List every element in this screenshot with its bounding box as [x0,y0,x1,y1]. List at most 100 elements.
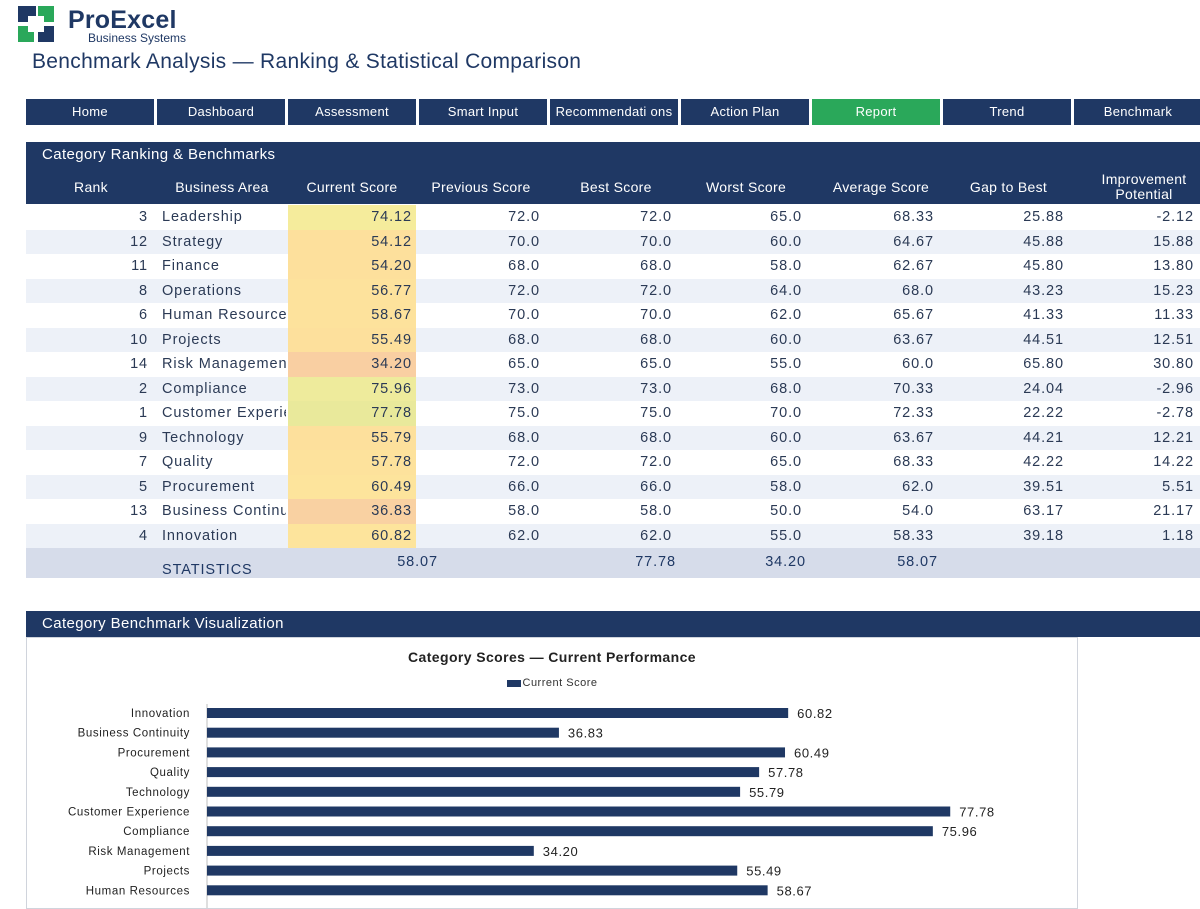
nav-tab-report[interactable]: Report [812,99,940,125]
category-label: Quality [150,767,190,779]
cell-area: Procurement [162,478,255,495]
bar-value-label: 34.20 [543,844,579,859]
visualization-panel-header: Category Benchmark Visualization [26,611,1200,637]
cell-average: 62.0 [902,478,934,495]
cell-current: 55.79 [288,425,416,450]
cell-rank: 2 [139,380,148,397]
category-label: Procurement [118,747,191,759]
cell-average: 60.0 [902,356,934,372]
table-row: 11 Finance 54.20 68.0 68.0 58.0 62.67 45.80 13.8… [26,254,1200,279]
table-row: 4 Innovation 60.82 62.0 62.0 55.0 58.33 39.18 1.… [26,523,1200,548]
table-row: 2 Compliance 75.96 73.0 73.0 68.0 70.33 24.04 -2… [26,376,1200,401]
page-title: Benchmark Analysis — Ranking & Statistic… [32,50,582,73]
column-header-business-area: Business Area [175,178,269,195]
cell-area: Projects [162,331,222,348]
nav-tab-trend[interactable]: Trend [943,99,1071,125]
statistics-average: 58.07 [897,554,938,570]
bar-value-label: 36.83 [568,726,604,741]
bar-projects [207,865,738,876]
cell-improvement: 13.80 [1153,258,1194,274]
cell-worst: 65.0 [770,454,802,470]
column-header-rank: Rank [74,178,108,195]
nav-tab-assessment[interactable]: Assessment [288,99,416,125]
cell-current: 36.83 [288,499,416,524]
category-label: Technology [126,787,190,799]
bar-quality [207,767,760,778]
cell-gap: 45.80 [1023,258,1064,274]
nav-tab-benchmark[interactable]: Benchmark [1074,99,1200,125]
cell-area: Customer Experience [162,405,286,421]
cell-best: 62.0 [640,527,672,544]
bar-chart-svg: Innovation 60.82 Business Continuity 36.83 P… [68,704,994,908]
brand-subtitle: Business Systems [88,31,187,45]
cell-best: 72.0 [640,209,672,225]
column-header-gap-to-best: Gap to Best [969,178,1048,195]
chart-legend: Current Score [27,677,1077,689]
cell-gap: 39.18 [1023,527,1064,544]
cell-previous: 66.0 [508,478,540,495]
cell-average: 58.33 [893,527,934,544]
cell-area: Leadership [162,209,243,225]
cell-current: 75.96 [288,376,416,401]
cell-average: 63.67 [893,331,934,348]
category-label: Projects [144,866,190,878]
cell-worst: 55.0 [770,527,802,544]
visualization-panel-title: Category Benchmark Visualization [42,615,284,632]
cell-worst: 58.0 [770,478,802,495]
cell-current: 60.82 [288,523,416,548]
ranking-table-body: 3 Leadership 74.12 72.0 72.0 65.0 68.33 25.88 -2… [26,205,1200,548]
category-label: Human Resources [86,885,190,897]
cell-gap: 42.22 [1023,454,1064,470]
nav-tab-recommendati-ons[interactable]: Recommendati ons [550,99,678,125]
cell-worst: 65.0 [770,209,802,225]
cell-improvement: -2.96 [1156,380,1194,397]
cell-previous: 68.0 [508,429,540,446]
bar-procurement [207,747,786,758]
cell-previous: 58.0 [508,503,540,519]
cell-best: 66.0 [640,478,672,495]
table-row: 10 Projects 55.49 68.0 68.0 60.0 63.67 44.51 12.… [26,327,1200,352]
cell-previous: 72.0 [508,209,540,225]
cell-previous: 62.0 [508,527,540,544]
cell-average: 68.33 [893,209,934,225]
table-row: 3 Leadership 74.12 72.0 72.0 65.0 68.33 25.88 -2… [26,205,1200,230]
table-row: 8 Operations 56.77 72.0 72.0 64.0 68.0 43.23 15.… [26,278,1200,303]
cell-worst: 68.0 [770,380,802,397]
brand-logo: ProExcel Business Systems [16,4,256,45]
column-header-improvement-potential: Improvement Potential [1101,171,1187,202]
cell-area: Operations [162,282,242,299]
nav-tab-action-plan[interactable]: Action Plan [681,99,809,125]
cell-previous: 72.0 [508,454,540,470]
brand-name: ProExcel [68,6,177,34]
cell-gap: 45.88 [1023,233,1064,250]
cell-previous: 68.0 [508,258,540,274]
cell-gap: 24.04 [1023,380,1064,397]
cell-area: Risk Management [162,356,286,372]
cell-previous: 70.0 [508,233,540,250]
cell-average: 62.67 [893,258,934,274]
cell-gap: 63.17 [1023,503,1064,519]
category-label: Risk Management [88,846,190,858]
cell-best: 72.0 [640,454,672,470]
table-row: 9 Technology 55.79 68.0 68.0 60.0 63.67 44.21 12… [26,425,1200,450]
cell-current: 77.78 [288,401,416,426]
cell-gap: 41.33 [1023,307,1064,323]
cell-gap: 22.22 [1023,405,1064,421]
nav-tab-smart-input[interactable]: Smart Input [419,99,547,125]
nav-tab-dashboard[interactable]: Dashboard [157,99,285,125]
cell-previous: 73.0 [508,380,540,397]
bar-business-continuity [207,727,559,738]
cell-average: 68.0 [902,282,934,299]
cell-gap: 44.51 [1023,331,1064,348]
nav-tab-home[interactable]: Home [26,99,154,125]
column-header-worst-score: Worst Score [705,178,787,195]
cell-gap: 65.80 [1023,356,1064,372]
column-header-best-score: Best Score [580,178,652,195]
ranking-panel-header: Category Ranking & Benchmarks Rank Busine… [26,142,1200,204]
bar-value-label: 55.79 [749,785,785,800]
cell-worst: 64.0 [770,282,802,299]
cell-current: 54.12 [288,229,416,254]
category-label: Customer Experience [68,807,190,819]
cell-current: 56.77 [288,278,416,303]
